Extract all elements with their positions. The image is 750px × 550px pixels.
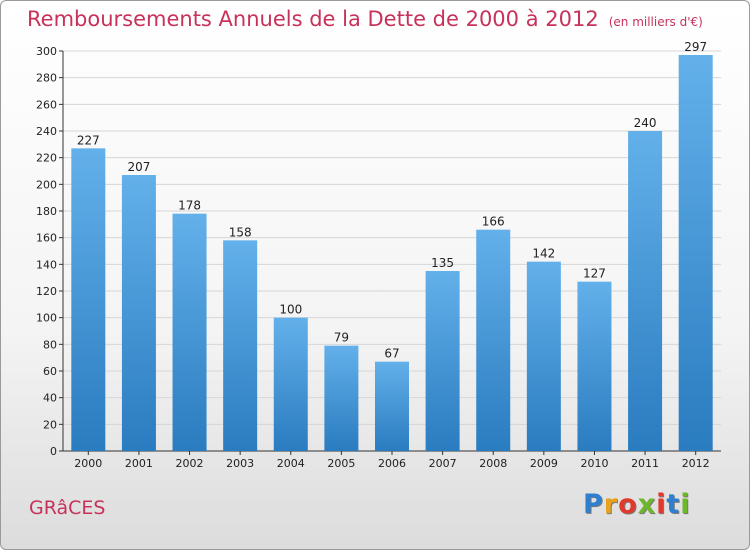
logo-letter: r	[603, 489, 619, 520]
bar-2004[interactable]	[273, 317, 308, 451]
bars	[71, 55, 713, 452]
bar-2010[interactable]	[577, 281, 612, 451]
data-label: 158	[229, 225, 252, 239]
data-label: 166	[482, 215, 505, 229]
data-label: 207	[127, 160, 150, 174]
proxiti-logo[interactable]: Proxiti	[583, 489, 691, 520]
logo-letter: i	[680, 489, 691, 520]
bar-2002[interactable]	[172, 213, 207, 451]
chart-title: Remboursements Annuels de la Dette de 20…	[27, 7, 703, 31]
y-tick-label: 80	[43, 338, 57, 351]
bar-2000[interactable]	[71, 148, 106, 452]
y-tick-label: 100	[36, 312, 57, 325]
bar-2005[interactable]	[324, 345, 359, 451]
logo-letter: P	[583, 489, 604, 520]
data-label: 142	[532, 247, 555, 261]
y-tick-label: 40	[43, 392, 57, 405]
bar-2011[interactable]	[628, 131, 663, 451]
y-tick-label: 20	[43, 418, 57, 431]
axes: 0 20 40 60 80 100 120 140 160 180 200 220 240 260 280 3…	[36, 45, 721, 470]
y-tick-label: 220	[36, 152, 57, 165]
x-tick-label: 2003	[226, 457, 254, 470]
chart-subtitle: (en milliers d'€)	[608, 15, 703, 29]
y-tick-label: 60	[43, 365, 57, 378]
bar-2001[interactable]	[121, 175, 156, 451]
y-tick-label: 160	[36, 232, 57, 245]
y-tick-label: 120	[36, 285, 57, 298]
chart-title-text: Remboursements Annuels de la Dette de 20…	[27, 7, 599, 31]
x-tick-label: 2001	[125, 457, 153, 470]
x-tick-label: 2005	[327, 457, 355, 470]
x-tick-label: 2010	[580, 457, 608, 470]
y-tick-label: 300	[36, 45, 57, 58]
logo-letter: t	[666, 489, 681, 520]
data-label: 135	[431, 256, 454, 270]
y-tick-label: 200	[36, 178, 57, 191]
x-tick-label: 2007	[429, 457, 457, 470]
data-label: 178	[178, 199, 201, 213]
x-tick-label: 2004	[277, 457, 305, 470]
logo-letter: o	[618, 489, 638, 520]
x-tick-label: 2011	[631, 457, 659, 470]
y-tick-label: 280	[36, 72, 57, 85]
data-label: 297	[684, 40, 707, 54]
logo-letter: x	[637, 489, 657, 520]
bar-2007[interactable]	[425, 271, 460, 451]
data-labels: 227 207 178 158 100 79 67 135 166 142 127 240 297	[77, 40, 707, 361]
y-tick-label: 260	[36, 98, 57, 111]
x-tick-label: 2008	[479, 457, 507, 470]
bar-2003[interactable]	[223, 240, 258, 451]
x-tick-label: 2002	[176, 457, 204, 470]
data-label: 79	[334, 331, 349, 345]
x-tick-label: 2012	[682, 457, 710, 470]
x-tick-label: 2009	[530, 457, 558, 470]
bar-2008[interactable]	[476, 229, 511, 451]
bar-2006[interactable]	[375, 361, 409, 451]
data-label: 67	[384, 347, 399, 361]
data-label: 100	[279, 303, 302, 317]
x-tick-label: 2000	[74, 457, 102, 470]
data-label: 227	[77, 133, 100, 147]
y-tick-label: 0	[50, 445, 57, 458]
x-tick-label: 2006	[378, 457, 406, 470]
bar-2012[interactable]	[678, 55, 713, 451]
town-name: GRâCES	[29, 497, 106, 519]
bar-2009[interactable]	[526, 261, 561, 451]
y-tick-label: 180	[36, 205, 57, 218]
data-label: 127	[583, 267, 606, 281]
y-tick-label: 140	[36, 258, 57, 271]
y-tick-label: 240	[36, 125, 57, 138]
logo-letter: i	[656, 489, 667, 520]
data-label: 240	[634, 116, 657, 130]
